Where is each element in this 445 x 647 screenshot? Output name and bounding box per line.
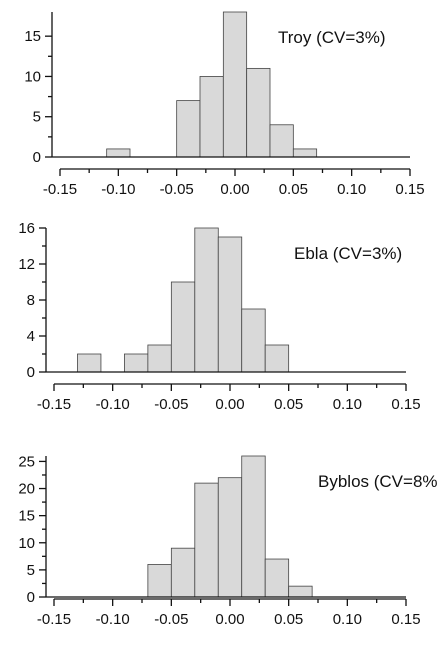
x-tick-label: -0.05 — [154, 396, 188, 413]
histogram-bar — [246, 67, 271, 158]
y-tick-label: 20 — [18, 481, 35, 498]
x-tick-label: -0.10 — [101, 181, 135, 198]
x-tick-label: -0.05 — [160, 181, 194, 198]
y-tick-label: 16 — [18, 220, 35, 237]
y-tick-label: 10 — [18, 535, 35, 552]
chart-title: Byblos (CV=8% — [318, 472, 438, 491]
y-tick-label: 4 — [27, 328, 35, 345]
x-tick-label: -0.05 — [154, 611, 188, 628]
histogram-bar — [106, 148, 131, 158]
y-tick-label: 15 — [24, 28, 41, 45]
x-tick-label: 0.00 — [215, 611, 244, 628]
x-tick-label: 0.15 — [391, 611, 420, 628]
chart-title: Troy (CV=3%) — [278, 28, 386, 47]
y-tick-label: 5 — [27, 562, 35, 579]
x-tick-label: 0.00 — [220, 181, 249, 198]
y-tick-label: 5 — [33, 109, 41, 126]
histogram-bar — [264, 344, 290, 373]
y-tick-label: 25 — [18, 453, 35, 470]
y-tick-label: 0 — [33, 149, 41, 166]
x-tick-label: -0.15 — [37, 396, 71, 413]
y-tick-label: 0 — [27, 589, 35, 606]
histogram-bar — [288, 585, 313, 598]
y-tick-label: 8 — [27, 292, 35, 309]
histogram-bar — [241, 308, 266, 373]
y-tick-label: 12 — [18, 256, 35, 273]
chart-panel-1: 0 5 10 15 -0.15 -0.10 -0.05 0.00 0.05 0.10 0.15 Tro… — [24, 11, 425, 198]
chart-title: Ebla (CV=3%) — [294, 244, 402, 263]
histogram-bar — [217, 477, 243, 598]
x-tick-label: 0.05 — [274, 611, 303, 628]
x-tick-label: 0.15 — [391, 396, 420, 413]
x-tick-label: 0.05 — [279, 181, 308, 198]
histogram-bar — [194, 482, 219, 598]
chart-panel-3: 0 5 10 15 20 25 -0.15 -0.10 -0.05 0.00 0.05 0.10 0.1… — [18, 453, 437, 628]
y-tick-label: 0 — [27, 364, 35, 381]
histogram-bar — [269, 124, 294, 158]
histogram-bar — [194, 227, 219, 373]
histogram-bar — [292, 148, 318, 158]
x-tick-label: 0.15 — [395, 181, 424, 198]
x-tick-label: -0.15 — [43, 181, 77, 198]
y-tick-label: 10 — [24, 68, 41, 85]
y-tick-label: 15 — [18, 508, 35, 525]
histogram-bar — [199, 76, 224, 158]
x-tick-label: 0.10 — [333, 611, 362, 628]
histogram-bar — [124, 353, 149, 373]
chart-panel-2: 0 4 8 12 16 -0.15 -0.10 -0.05 0.00 0.05 0.10 0.15 Eb… — [18, 220, 420, 413]
x-tick-label: 0.00 — [215, 396, 244, 413]
x-tick-label: 0.10 — [333, 396, 362, 413]
x-tick-label: -0.10 — [96, 611, 130, 628]
histogram-bar — [170, 281, 196, 373]
histogram-bar — [241, 455, 266, 598]
histogram-bar — [264, 558, 290, 598]
x-tick-label: -0.15 — [37, 611, 71, 628]
histogram-bar — [222, 11, 248, 158]
x-tick-label: 0.05 — [274, 396, 303, 413]
histogram-bar — [176, 100, 201, 158]
histogram-bar — [77, 353, 102, 373]
x-tick-label: -0.10 — [96, 396, 130, 413]
x-tick-label: 0.10 — [337, 181, 366, 198]
histogram-bar — [147, 344, 172, 373]
histogram-bar — [170, 547, 196, 598]
histogram-bar — [147, 564, 172, 598]
histogram-bar — [217, 236, 243, 373]
